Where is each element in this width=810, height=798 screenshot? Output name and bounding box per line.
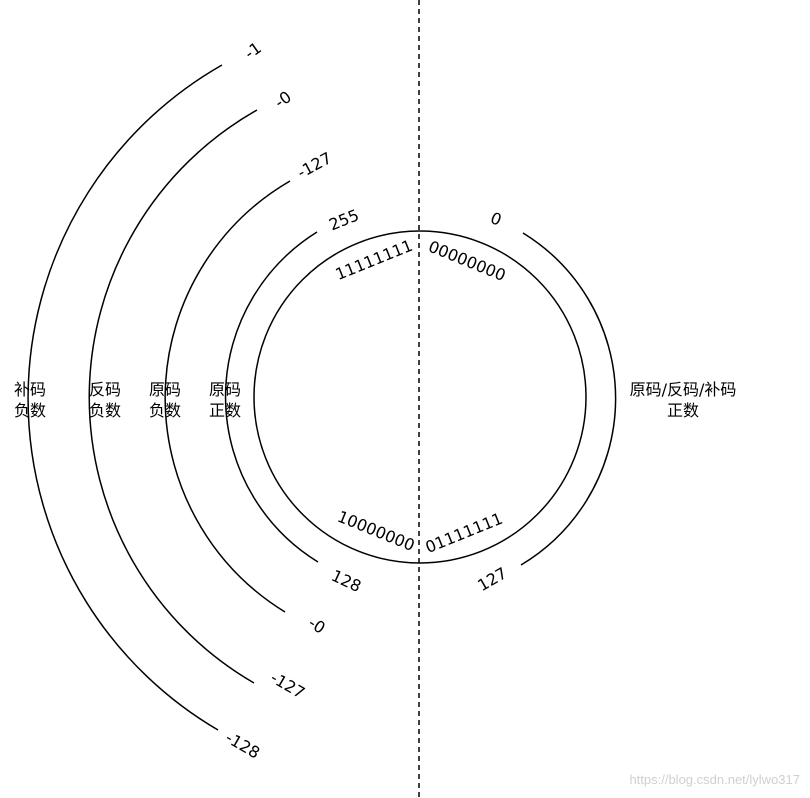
label-sign-magnitude-start: -127	[294, 148, 335, 182]
category-twos-complement-line1: 补码	[14, 380, 46, 399]
label-unsigned-end: 128	[328, 566, 364, 596]
label-twos-complement-end: -128	[222, 728, 263, 763]
label-ones-complement-end: -127	[267, 668, 308, 703]
code-top-right: 00000000	[426, 237, 509, 285]
code-bottom-left: 10000000	[335, 507, 418, 555]
code-bottom-right: 01111111	[423, 509, 506, 557]
category-unsigned-line2: 正数	[209, 401, 241, 420]
category-sign-magnitude-line2: 负数	[149, 401, 181, 420]
label-sign-magnitude-end: -0	[305, 613, 329, 638]
label-right-start: 0	[488, 208, 505, 229]
arc-right-positive	[520, 232, 617, 566]
arc-sign-magnitude-negative	[164, 180, 291, 613]
code-top-left: 11111111	[333, 236, 416, 284]
category-ones-complement-line2: 负数	[89, 401, 121, 420]
arc-ones-complement-negative	[88, 109, 258, 684]
label-ones-complement-start: -0	[271, 87, 295, 112]
category-right-line2: 正数	[667, 401, 699, 420]
watermark-url: https://blog.csdn.net/lylwo317	[629, 772, 800, 787]
arc-unsigned-128-255	[224, 231, 319, 563]
label-right-end: 127	[474, 563, 510, 595]
label-twos-complement-start: -1	[241, 38, 265, 63]
category-unsigned-line1: 原码	[209, 380, 241, 399]
category-right-line1: 原码/反码/补码	[630, 380, 737, 399]
arc-twos-complement-negative	[27, 64, 223, 731]
category-twos-complement-line2: 负数	[14, 401, 46, 420]
category-ones-complement-line1: 反码	[89, 380, 121, 399]
category-sign-magnitude-line1: 原码	[149, 380, 181, 399]
main-circle	[253, 230, 587, 564]
label-unsigned-start: 255	[326, 205, 361, 234]
